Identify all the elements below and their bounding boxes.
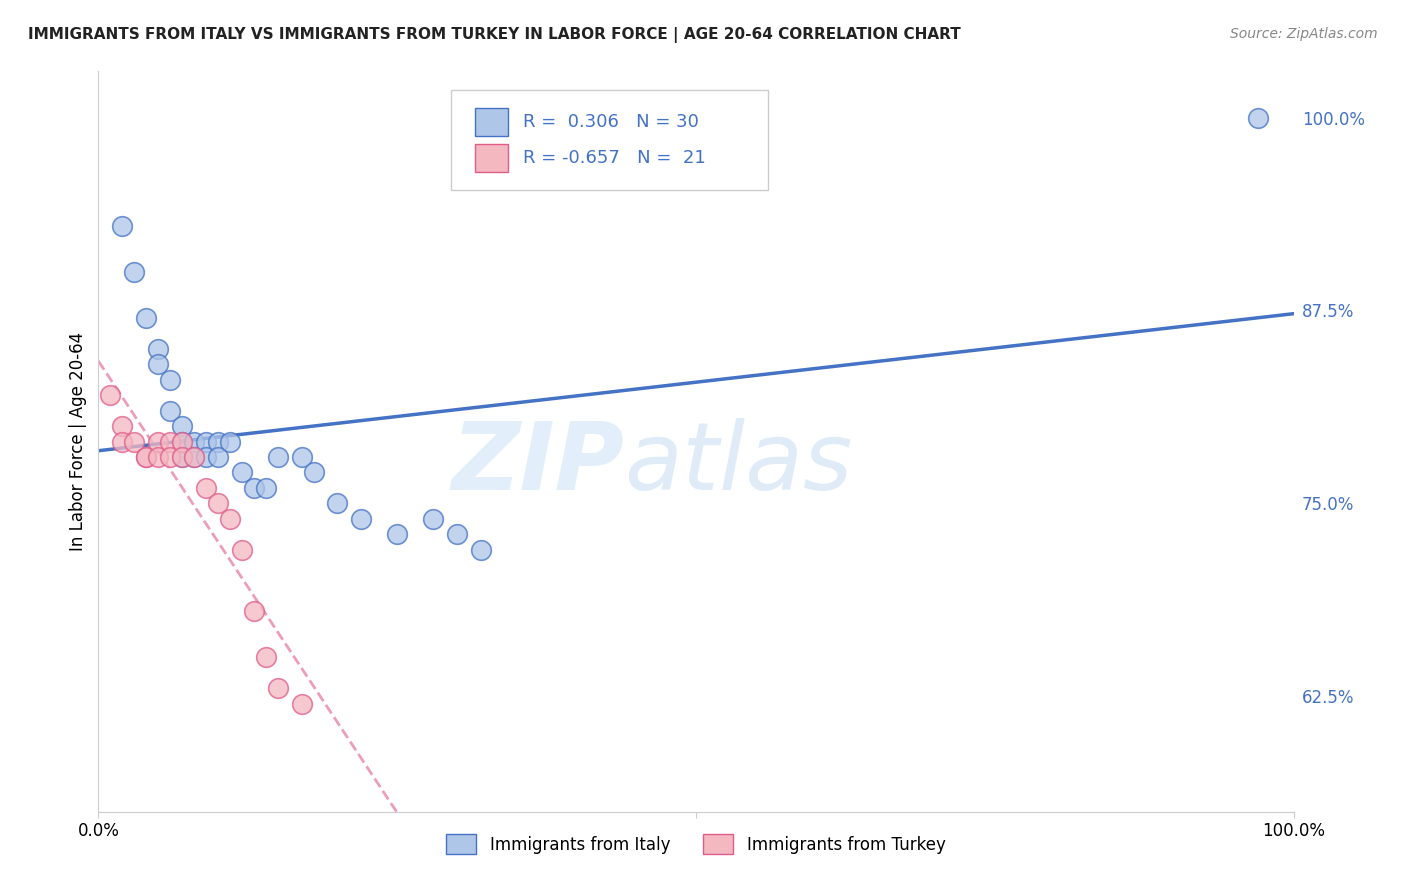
Point [148,450,170,464]
Text: R =  0.306   N = 30: R = 0.306 N = 30 [523,112,699,131]
Point [207,450,229,464]
Point [172,419,194,434]
Text: IMMIGRANTS FROM ITALY VS IMMIGRANTS FROM TURKEY IN LABOR FORCE | AGE 20-64 CORRE: IMMIGRANTS FROM ITALY VS IMMIGRANTS FROM… [28,27,960,43]
Point [195,434,218,449]
Point [111,219,134,233]
Legend: Immigrants from Italy, Immigrants from Turkey: Immigrants from Italy, Immigrants from T… [437,826,955,863]
Point [302,466,325,480]
Point [135,450,157,464]
Point [148,342,170,356]
FancyBboxPatch shape [475,108,509,136]
Point [159,373,181,387]
Point [326,496,349,510]
Point [172,434,194,449]
Text: Source: ZipAtlas.com: Source: ZipAtlas.com [1230,27,1378,41]
Point [267,681,290,696]
Point [207,434,229,449]
Point [291,450,314,464]
Point [291,697,314,711]
Point [183,450,205,464]
Point [207,496,229,510]
Point [385,527,409,541]
Point [124,434,146,449]
Point [172,450,194,464]
Point [350,511,373,525]
Point [446,527,468,541]
Text: R = -0.657   N =  21: R = -0.657 N = 21 [523,149,706,167]
Point [159,450,181,464]
Point [135,450,157,464]
Point [159,403,181,417]
Point [135,311,157,326]
Point [231,466,253,480]
Point [183,434,205,449]
Text: ZIP: ZIP [451,417,624,509]
Point [183,450,205,464]
Point [195,481,218,495]
Point [172,450,194,464]
Point [172,434,194,449]
Point [1247,111,1270,125]
Text: atlas: atlas [624,418,852,509]
Point [254,481,277,495]
Point [148,434,170,449]
Point [111,434,134,449]
Point [219,511,242,525]
Point [243,481,266,495]
Point [243,604,266,618]
Point [148,358,170,372]
Y-axis label: In Labor Force | Age 20-64: In Labor Force | Age 20-64 [69,332,87,551]
Point [111,419,134,434]
Point [219,434,242,449]
Point [267,450,290,464]
Point [159,434,181,449]
Point [470,542,492,557]
Point [124,265,146,279]
Point [422,511,444,525]
Point [195,450,218,464]
FancyBboxPatch shape [451,90,768,190]
Point [254,650,277,665]
Point [98,388,122,402]
Point [231,542,253,557]
FancyBboxPatch shape [475,144,509,172]
